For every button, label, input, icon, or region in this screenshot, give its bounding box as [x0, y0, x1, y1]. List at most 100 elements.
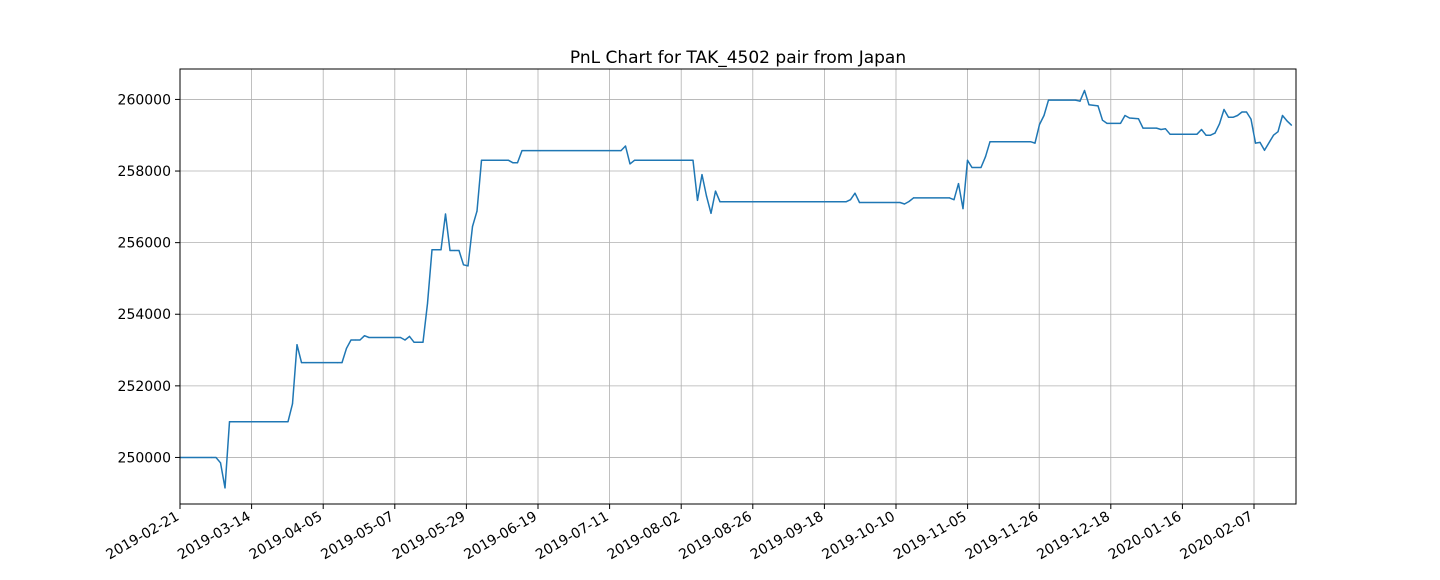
- data-point: [228, 421, 231, 423]
- data-point: [260, 421, 262, 423]
- data-point: [422, 341, 424, 343]
- y-axis: 250000 252000 254000 256000 258000 260000: [118, 92, 180, 466]
- data-point: [431, 249, 433, 251]
- x-tick-label: 2019-08-26: [676, 509, 755, 564]
- data-point: [480, 159, 483, 161]
- data-point: [629, 163, 631, 165]
- data-point: [858, 201, 861, 204]
- data-point: [1142, 127, 1144, 129]
- data-point: [953, 199, 955, 201]
- data-point: [1106, 122, 1108, 124]
- x-tick-label: 2019-11-26: [963, 509, 1042, 564]
- y-tick-label: 254000: [118, 307, 171, 323]
- data-point: [1263, 149, 1266, 151]
- data-point: [899, 201, 901, 204]
- data-point: [1043, 114, 1045, 117]
- data-point: [912, 197, 915, 199]
- data-point: [507, 159, 510, 161]
- data-point: [467, 265, 469, 267]
- data-point: [845, 201, 847, 203]
- data-point: [1164, 128, 1167, 130]
- data-point: [957, 183, 960, 185]
- data-point: [449, 249, 451, 252]
- data-point: [296, 344, 298, 346]
- data-point: [1137, 118, 1140, 120]
- data-point: [624, 145, 627, 147]
- x-tick-label: 2019-07-11: [533, 509, 611, 564]
- x-tick-label: 2019-08-02: [605, 509, 683, 564]
- data-point: [971, 166, 973, 169]
- data-point: [1047, 99, 1050, 101]
- x-tick-label: 2019-11-05: [891, 509, 969, 564]
- data-point: [426, 302, 429, 305]
- data-point: [471, 225, 474, 228]
- data-point: [1290, 124, 1293, 126]
- data-point: [1074, 99, 1077, 101]
- data-point: [458, 249, 460, 252]
- data-point: [1214, 132, 1216, 134]
- data-point: [291, 403, 294, 405]
- data-point: [620, 150, 622, 152]
- data-point: [719, 201, 721, 203]
- data-point: [219, 462, 222, 464]
- x-tick-label: 2019-04-05: [247, 509, 325, 564]
- data-point: [710, 212, 712, 214]
- data-point: [417, 341, 420, 343]
- data-point: [1223, 108, 1225, 111]
- data-point: [984, 156, 987, 158]
- data-point: [539, 150, 541, 152]
- data-point: [1277, 131, 1279, 133]
- data-point: [1281, 114, 1284, 117]
- y-tick-label: 256000: [118, 236, 171, 252]
- data-point: [980, 166, 982, 169]
- data-point: [359, 339, 361, 341]
- data-point: [287, 421, 289, 423]
- data-point: [1286, 120, 1288, 122]
- data-point: [723, 201, 726, 203]
- y-tick-label: 252000: [118, 379, 171, 395]
- data-point: [948, 197, 951, 199]
- data-point: [350, 339, 352, 341]
- x-tick-label: 2019-05-07: [318, 509, 396, 564]
- data-point: [224, 487, 226, 489]
- y-tick-label: 258000: [118, 164, 171, 180]
- y-tick-label: 250000: [118, 450, 171, 466]
- data-point: [1034, 142, 1036, 144]
- data-point: [1205, 134, 1207, 136]
- x-tick-label: 2019-09-18: [748, 509, 826, 564]
- data-point: [962, 208, 964, 210]
- data-point: [1160, 128, 1162, 131]
- data-point: [503, 159, 505, 161]
- data-point: [1119, 122, 1122, 124]
- x-tick-label: 2020-02-07: [1178, 509, 1256, 564]
- data-point: [413, 341, 415, 343]
- data-point: [453, 249, 456, 252]
- data-point: [813, 201, 816, 203]
- x-tick-label: 2019-02-21: [104, 509, 182, 564]
- data-point: [336, 362, 339, 364]
- data-point: [1038, 123, 1041, 126]
- data-point: [215, 456, 217, 459]
- data-point: [714, 190, 717, 192]
- data-point: [476, 210, 478, 212]
- data-point: [1097, 105, 1099, 107]
- x-tick-label: 2019-05-29: [390, 509, 468, 564]
- data-point: [705, 195, 708, 197]
- y-tick-label: 260000: [118, 92, 171, 108]
- data-point: [993, 141, 996, 143]
- series-line: [180, 89, 1293, 489]
- data-point: [1124, 114, 1126, 117]
- data-point: [368, 336, 370, 339]
- data-point: [692, 159, 694, 161]
- data-point: [341, 362, 343, 364]
- data-point: [1101, 119, 1104, 121]
- x-axis: 2019-02-212019-03-142019-04-052019-05-07…: [104, 504, 1256, 563]
- data-point: [210, 456, 213, 459]
- x-tick-label: 2019-06-19: [462, 509, 540, 564]
- data-point: [1254, 142, 1257, 144]
- data-point: [1218, 123, 1221, 125]
- data-point: [1155, 127, 1158, 129]
- data-point: [300, 362, 303, 364]
- data-point: [1232, 116, 1234, 118]
